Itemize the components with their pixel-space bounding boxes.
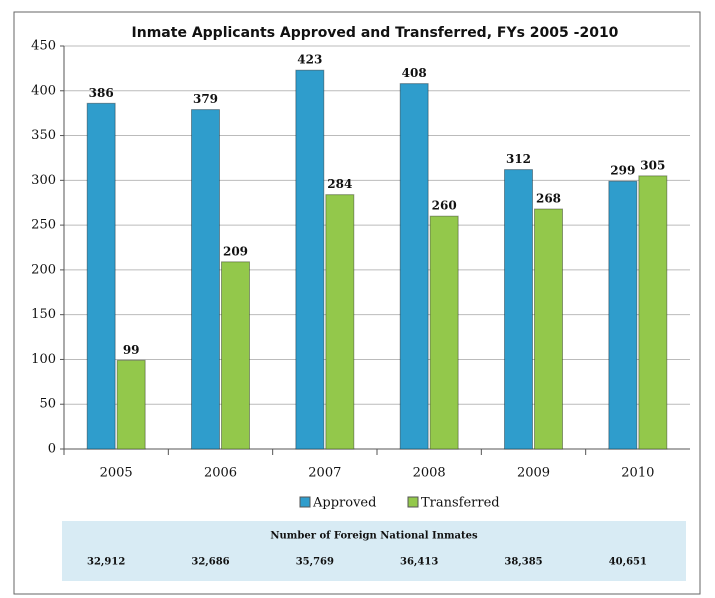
y-tick-label: 400	[31, 83, 56, 98]
bar	[86, 102, 116, 450]
table-value: 38,385	[504, 557, 542, 568]
x-tick-label: 2010	[621, 466, 654, 481]
y-tick-label: 350	[31, 128, 56, 143]
bar	[399, 83, 429, 450]
table-value: 35,769	[296, 557, 334, 568]
bar	[191, 109, 220, 450]
data-label: 268	[536, 191, 561, 205]
bar	[221, 261, 250, 450]
data-label: 284	[327, 177, 352, 191]
data-label: 260	[432, 199, 457, 213]
x-tick-label: 2008	[413, 466, 446, 481]
legend-label: Transferred	[421, 496, 500, 511]
table-value: 40,651	[609, 557, 647, 568]
table-title: Number of Foreign National Inmates	[270, 531, 478, 542]
bar	[116, 359, 146, 450]
table-value: 32,686	[191, 557, 229, 568]
x-tick-label: 2007	[308, 466, 341, 481]
x-tick-label: 2006	[204, 466, 237, 481]
table-value: 36,413	[400, 557, 438, 568]
y-tick-label: 50	[39, 397, 56, 412]
data-label: 312	[506, 152, 531, 166]
legend-swatch	[299, 496, 311, 508]
y-tick-label: 200	[31, 262, 56, 277]
data-label: 386	[89, 86, 114, 100]
bar	[325, 194, 355, 450]
legend-swatch	[407, 496, 419, 508]
bar	[429, 215, 459, 450]
bar	[504, 169, 533, 450]
data-label: 209	[223, 244, 248, 258]
y-tick-label: 300	[31, 173, 56, 188]
y-tick-label: 450	[31, 39, 56, 54]
legend-label: Approved	[312, 496, 376, 511]
y-tick-label: 100	[31, 352, 56, 367]
bar	[638, 175, 668, 450]
x-tick-label: 2009	[517, 466, 550, 481]
data-label: 423	[297, 53, 322, 67]
frame	[13, 11, 701, 595]
bar	[295, 69, 325, 450]
data-label: 299	[610, 164, 635, 178]
data-label: 99	[123, 343, 140, 357]
y-tick-label: 0	[48, 442, 56, 457]
chart-title: Inmate Applicants Approved and Transferr…	[132, 25, 619, 41]
bar	[608, 180, 638, 450]
table-value: 32,912	[87, 557, 125, 568]
x-tick-label: 2005	[100, 466, 133, 481]
y-tick-label: 250	[31, 218, 56, 233]
data-label: 305	[640, 158, 665, 172]
bar	[534, 208, 563, 450]
data-label: 379	[193, 92, 218, 106]
y-tick-label: 150	[31, 307, 56, 322]
table-box	[62, 521, 686, 581]
data-label: 408	[402, 66, 427, 80]
